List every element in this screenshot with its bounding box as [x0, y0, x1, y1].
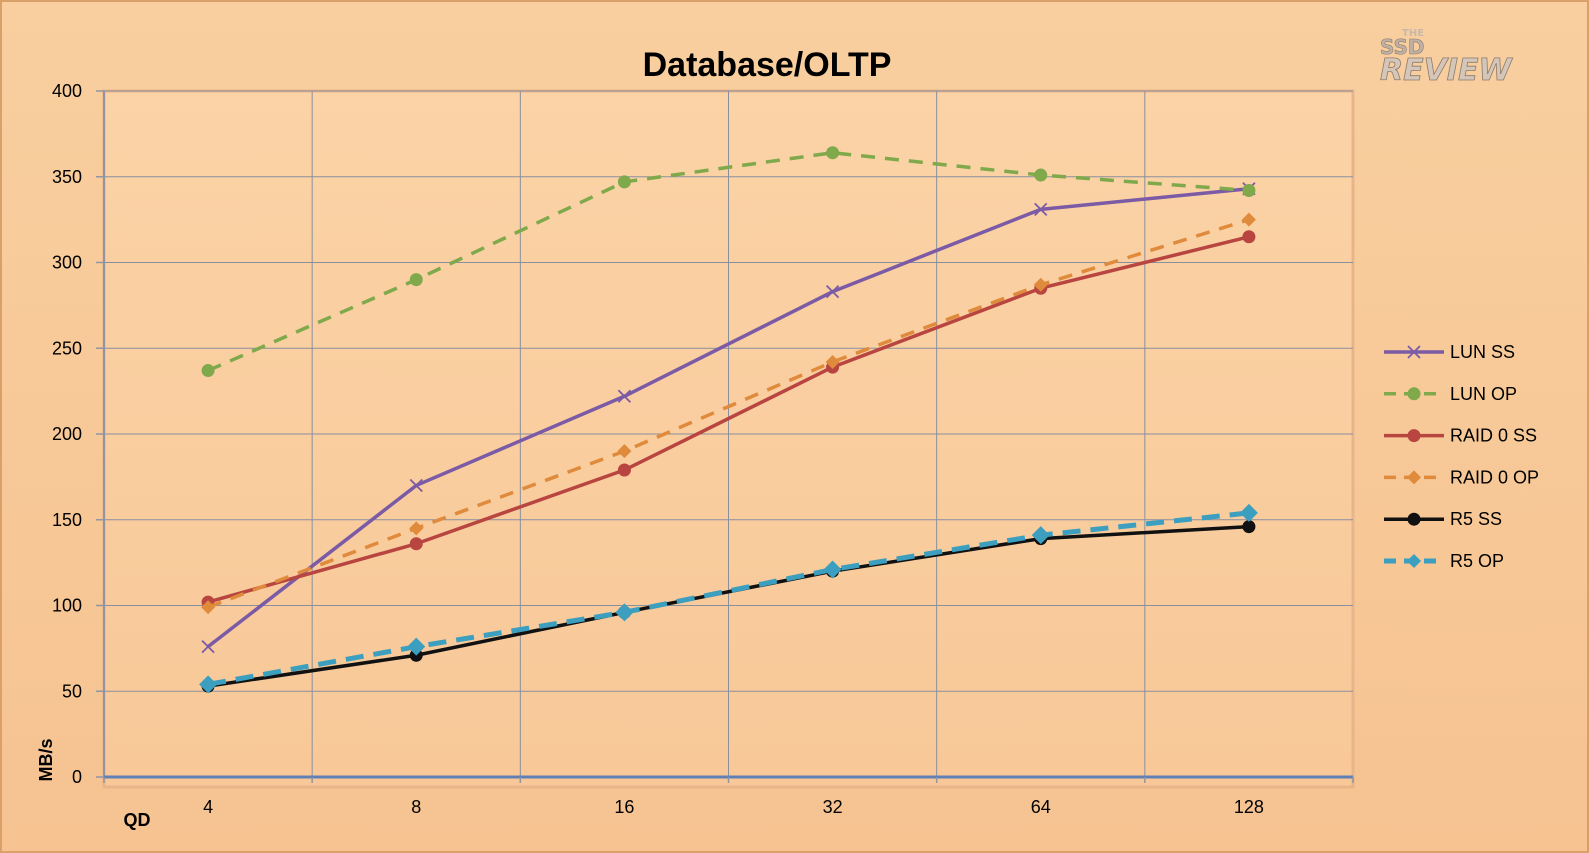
data-point [617, 175, 631, 189]
data-point [615, 603, 634, 622]
data-point [1242, 183, 1256, 197]
y-axis-label: MB/s [36, 738, 56, 781]
y-tick-label: 200 [52, 424, 82, 444]
legend-label: R5 SS [1450, 509, 1502, 529]
y-tick-label: 100 [52, 596, 82, 616]
y-tick-label: 250 [52, 338, 82, 358]
legend-entry: R5 OP [1384, 551, 1504, 571]
y-tick-label: 150 [52, 510, 82, 530]
series-line [207, 187, 1250, 649]
legend-label: R5 OP [1450, 551, 1504, 571]
x-tick-label: 128 [1234, 797, 1264, 817]
data-point [1031, 526, 1050, 545]
series-lun-op [201, 146, 1256, 378]
legend-entry: RAID 0 OP [1384, 467, 1539, 487]
legend: LUN SS LUN OP RAID 0 SS RAID 0 OP R5 SS R5 OP [1384, 342, 1539, 571]
data-point [617, 444, 632, 459]
data-point [407, 637, 426, 656]
data-point [1407, 512, 1421, 526]
legend-entry: LUN OP [1384, 384, 1517, 404]
data-point [1407, 345, 1421, 359]
data-point [1034, 168, 1048, 182]
data-point [1242, 230, 1256, 244]
legend-label: RAID 0 SS [1450, 426, 1537, 446]
data-point [1242, 520, 1256, 534]
series-line [207, 235, 1250, 604]
series-lines [199, 146, 1258, 694]
x-tick-label: 64 [1031, 797, 1051, 817]
logo-text-the: THE [1402, 28, 1424, 39]
data-point [825, 354, 840, 369]
legend-entry: R5 SS [1384, 509, 1502, 529]
data-point [201, 600, 216, 615]
data-point [823, 560, 842, 579]
data-point [1407, 554, 1421, 568]
axes [96, 90, 1354, 783]
legend-label: LUN SS [1450, 342, 1515, 362]
data-point [826, 146, 840, 160]
x-tick-label: 8 [411, 797, 421, 817]
legend-entry: RAID 0 SS [1384, 426, 1537, 446]
x-tick-label: 16 [614, 797, 634, 817]
series-line [207, 510, 1250, 687]
x-tick-label: 32 [823, 797, 843, 817]
legend-label: LUN OP [1450, 384, 1517, 404]
data-point [201, 364, 215, 378]
data-point [1239, 503, 1258, 522]
data-point [1033, 277, 1048, 292]
data-point [1407, 387, 1421, 401]
logo-text-ssd: SSD [1380, 35, 1425, 59]
data-point [199, 675, 218, 694]
chart-title: Database/OLTP [643, 46, 892, 84]
logo-text-review: REVIEW [1380, 53, 1513, 88]
y-tick-label: 300 [52, 253, 82, 273]
x-tick-label: 4 [203, 797, 213, 817]
data-point [825, 285, 840, 299]
series-line [207, 150, 1250, 373]
data-point [409, 478, 423, 493]
series-raid-0-op [201, 212, 1256, 615]
x-axis-label: QD [124, 810, 151, 830]
gridlines [104, 90, 1353, 777]
y-tick-label: 400 [52, 81, 82, 101]
data-point [409, 537, 423, 551]
series-line [207, 524, 1250, 688]
legend-entry: LUN SS [1384, 342, 1515, 362]
y-tick-label: 0 [72, 767, 82, 787]
data-point [409, 273, 423, 287]
y-tick-label: 350 [52, 167, 82, 187]
data-point [617, 463, 631, 477]
data-point [201, 640, 215, 654]
data-point [1241, 212, 1256, 227]
data-point [1407, 470, 1421, 485]
data-point [617, 389, 632, 403]
series-line [207, 217, 1250, 609]
data-point [1407, 429, 1421, 443]
series-r5-op [199, 503, 1258, 694]
y-tick-label: 50 [62, 681, 82, 701]
legend-label: RAID 0 OP [1450, 467, 1539, 487]
data-point [409, 521, 424, 536]
tick-labels: 0 50 100 150 200 250 300 350 400 4 8 16 32 64 128 [52, 81, 1264, 817]
data-point [1034, 202, 1048, 216]
ssd-review-logo: THE SSD REVIEW [1380, 28, 1514, 88]
